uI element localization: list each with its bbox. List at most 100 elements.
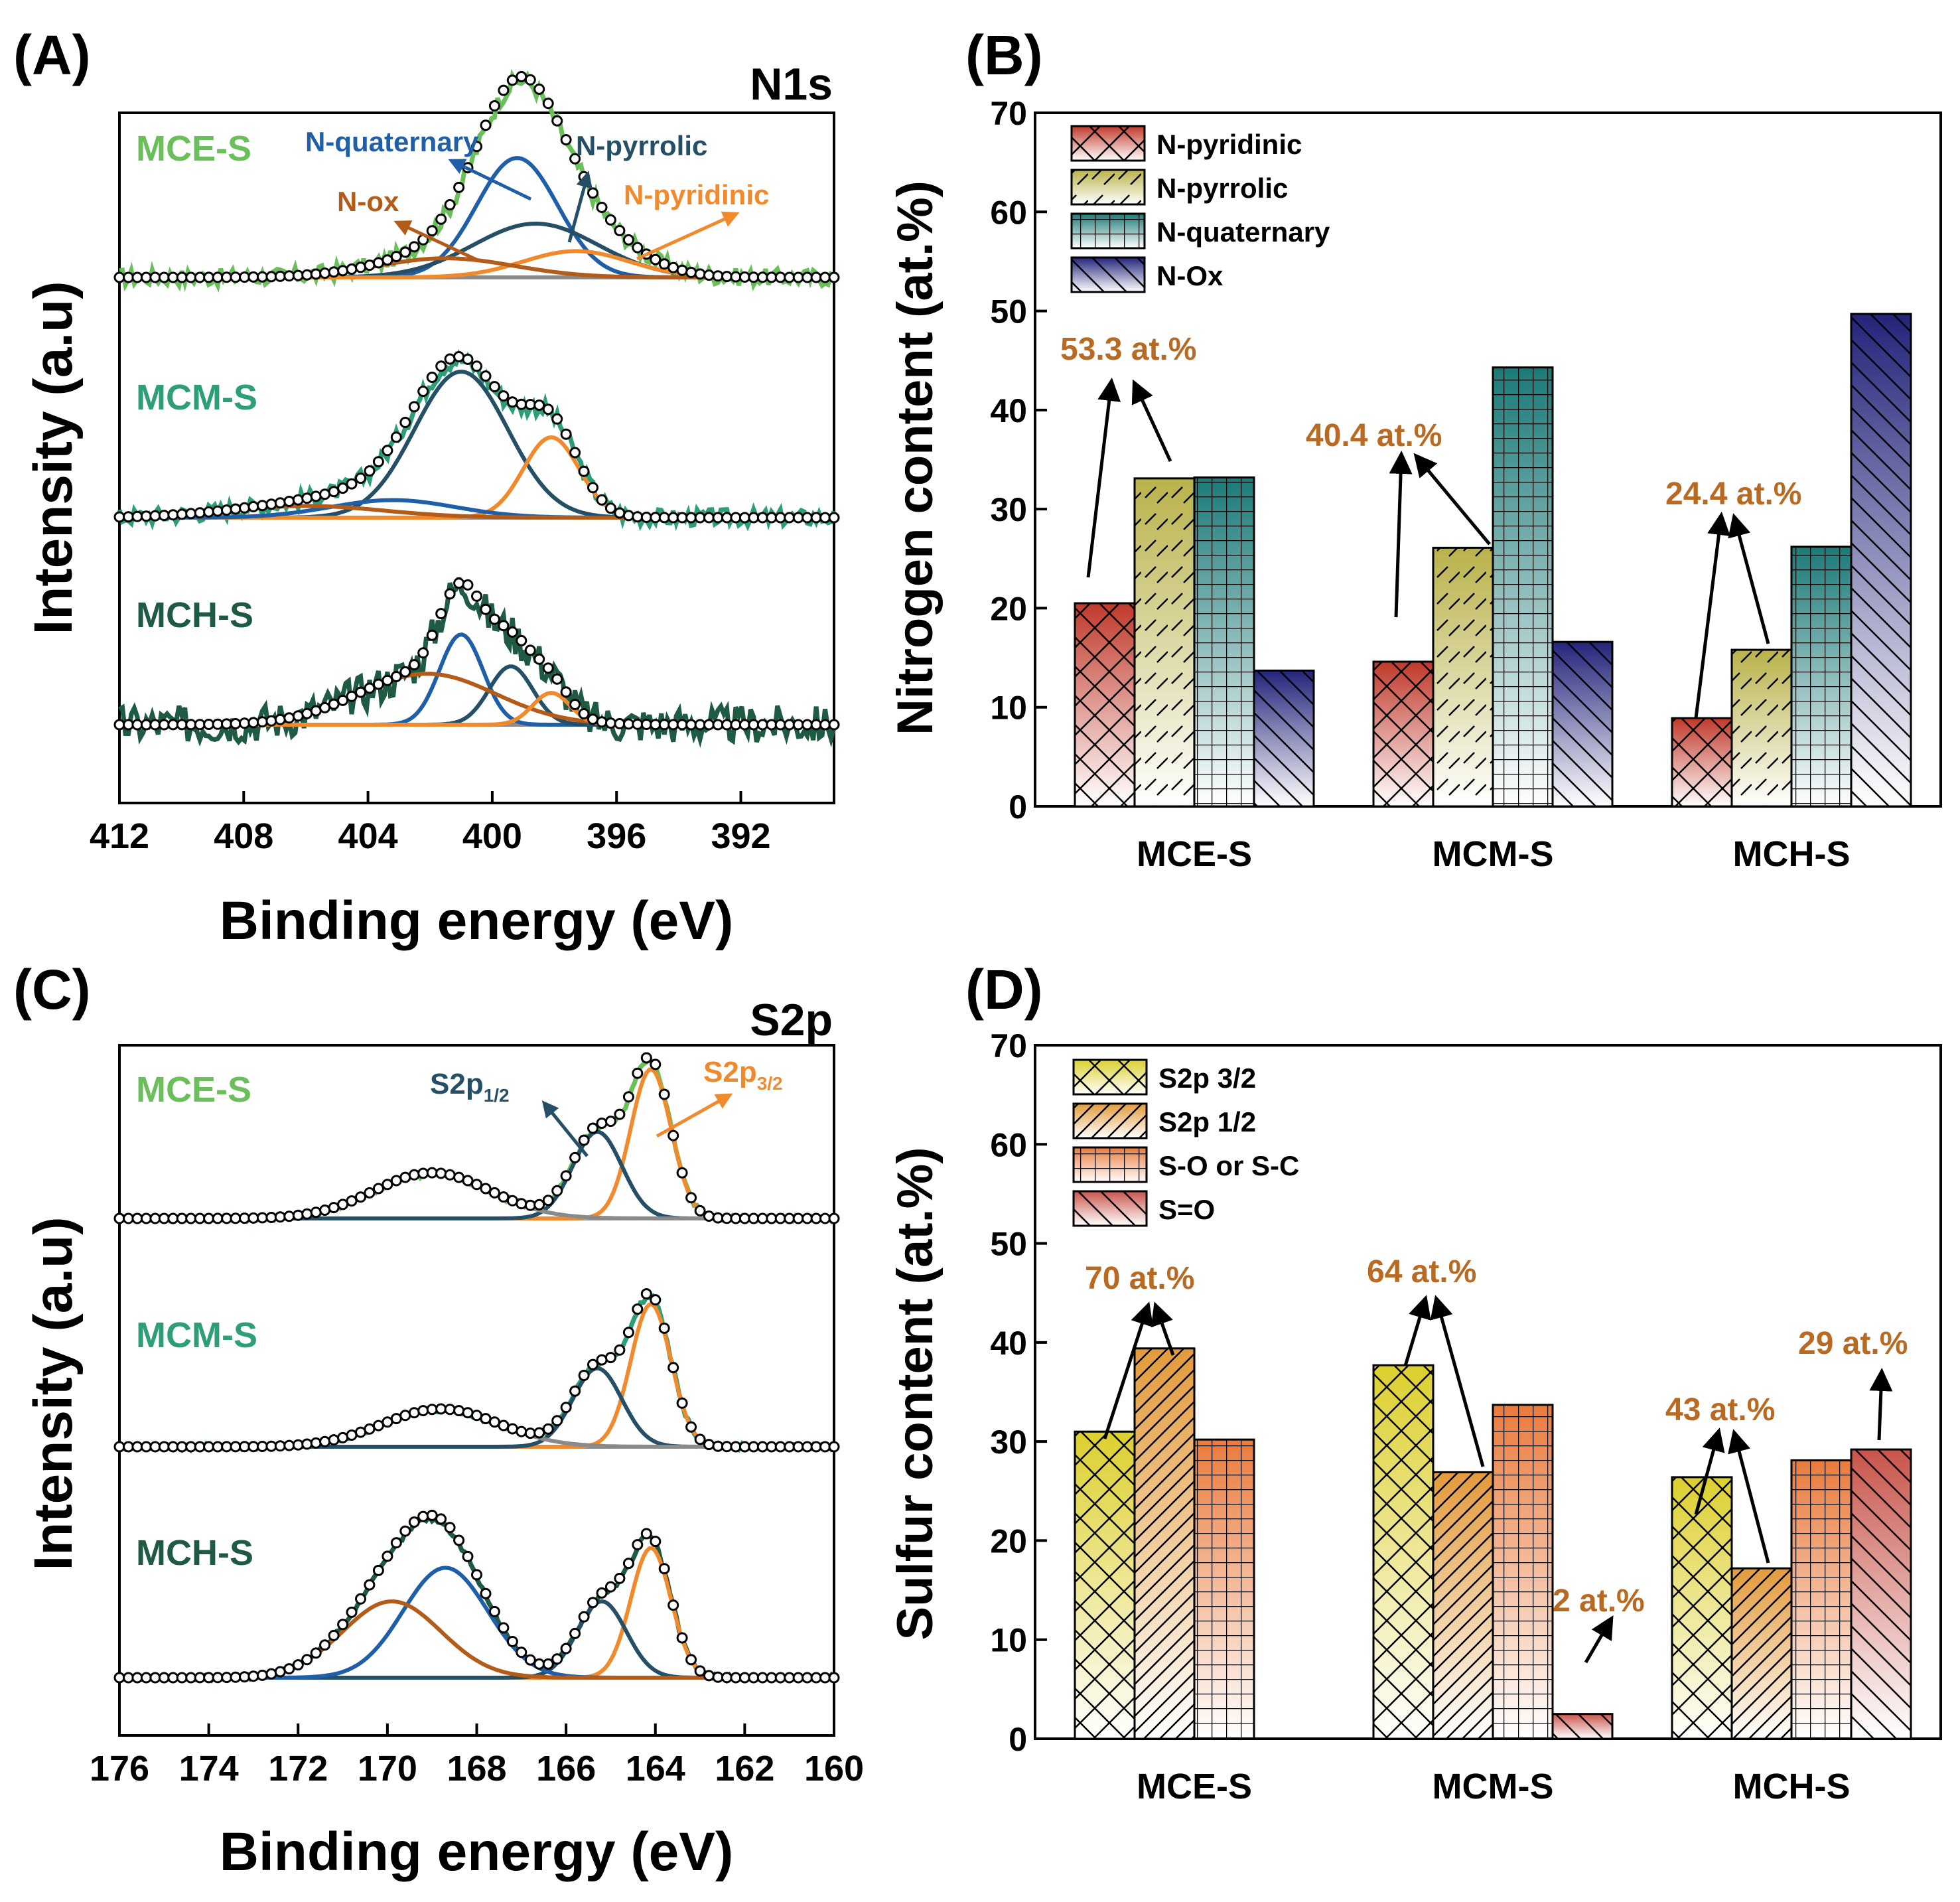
peak-label-n-pyridinic: N-pyridinic [624,179,769,210]
fit-point [239,1671,250,1683]
fit-point [587,482,598,494]
fit-point [632,511,644,523]
fit-point [158,510,170,522]
fit-point [498,1420,510,1431]
y-tick-label: 0 [1009,788,1027,826]
y-tick-label: 20 [990,1522,1027,1560]
fit-point [453,577,465,589]
fit-point [551,1415,563,1427]
fit-point [462,1175,474,1187]
fit-point [319,1639,331,1651]
bar-pattern [1492,366,1554,808]
fit-point [730,1672,742,1684]
fit-point [685,1654,697,1666]
fit-point [730,1212,742,1224]
fit-point [498,1191,510,1203]
fit-point [435,1167,447,1179]
y-tick-label: 30 [990,1424,1027,1461]
fit-point [337,265,349,277]
fit-point [622,1558,634,1570]
y-tick-label: 70 [990,1027,1027,1064]
fit-point [140,1672,152,1684]
fit-point [774,1672,786,1684]
fit-point [292,494,304,506]
fit-point [471,1179,482,1191]
bar-pattern [1074,1430,1136,1740]
peak-label-s2p-half: S2p1/2 [430,1068,510,1106]
fit-point [721,1672,733,1684]
fit-point [337,1619,349,1631]
fit-point [730,719,742,731]
fit-point [569,447,581,459]
x-category-label: MCM-S [1433,834,1554,874]
fit-point [632,1539,644,1551]
fit-point [149,510,161,522]
fit-point [292,1209,304,1221]
fit-point [748,1212,760,1224]
fit-point [819,1212,831,1224]
fit-point [158,271,170,283]
fit-point [158,1441,170,1453]
fit-point [667,1599,679,1611]
fit-point [542,1195,554,1207]
fit-point [346,690,358,702]
x-category-label: MCE-S [1137,834,1252,874]
legend-swatch-pattern [1070,212,1146,250]
y-tick-label: 60 [990,194,1027,231]
x-tick-label: 404 [338,816,398,856]
bar-pattern [1193,1438,1255,1740]
fit-point [471,141,482,153]
fit-point [604,717,616,729]
fit-point [712,1212,724,1224]
fit-point [355,1191,366,1203]
fit-point [792,1212,804,1224]
fit-point [247,1212,259,1224]
fit-point [632,718,644,730]
fit-point [506,1423,518,1435]
fit-point [176,719,188,731]
fit-point [435,360,447,372]
fit-point [542,98,554,110]
fit-point [310,268,322,280]
fit-point [596,716,608,728]
fit-point [658,1322,670,1334]
fit-point [640,1528,652,1540]
fit-point [212,271,224,283]
fit-point [274,497,286,509]
fit-point [533,1658,545,1670]
fit-point [364,259,376,271]
fit-point [372,456,384,468]
fit-point [542,662,554,674]
fit-point [658,719,670,731]
x-tick-label: 166 [536,1749,596,1789]
fit-point [462,579,474,591]
fit-point [596,1118,608,1129]
legend-swatch-pattern [1072,1190,1148,1227]
plot-frame-a [118,111,835,804]
bar-pattern [1372,1364,1435,1740]
fit-point [640,1288,652,1300]
fit-point [364,1579,376,1591]
fit-point [256,1669,268,1681]
fit-point [524,74,536,86]
fit-point [676,1397,688,1409]
y-tick-label: 10 [990,1622,1027,1659]
bar-pattern [1671,1476,1733,1740]
x-tick-label: 164 [626,1749,685,1789]
fit-point [685,1421,697,1433]
bar-pattern [1790,546,1853,808]
arrow-d-mcm-so [1584,1615,1614,1664]
fit-point [203,1441,215,1453]
fit-point [560,1170,572,1182]
x-axis-title-a: Binding energy (eV) [220,891,734,951]
fit-point [274,270,286,282]
x-axis-b: MCE-S MCM-S MCH-S [1137,834,1850,874]
fit-point [247,717,259,729]
panel-a-title: N1s [750,59,833,110]
fit-point [587,187,598,199]
legend-d: S2p 3/2 S2p 1/2 S-O or S-C S=O [1072,1059,1299,1227]
fit-point [614,507,626,519]
fit-point [614,225,626,236]
fit-point [650,254,662,265]
x-category-label: MCM-S [1433,1767,1554,1806]
